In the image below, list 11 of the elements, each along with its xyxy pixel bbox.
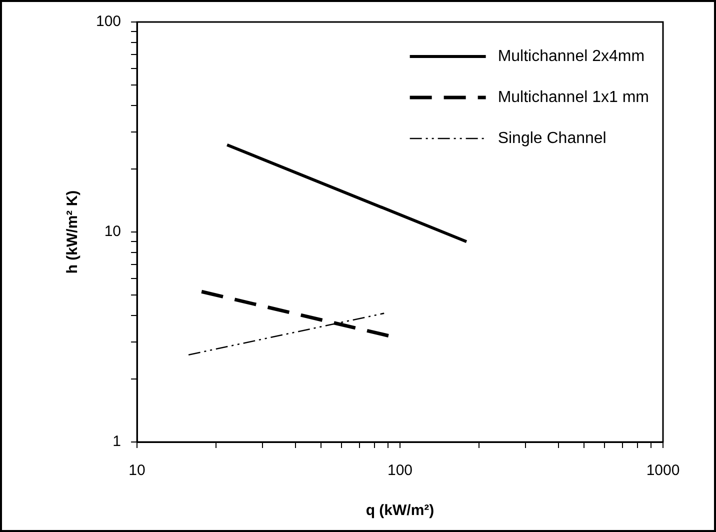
legend-label: Multichannel 2x4mm: [498, 48, 645, 65]
x-tick-label: 1000: [646, 462, 680, 480]
x-axis-title: q (kW/m²): [366, 502, 434, 520]
legend-label: Single Channel: [498, 130, 606, 147]
y-tick-label: 1: [112, 433, 122, 450]
y-tick-label: 100: [96, 13, 122, 30]
x-tick-label: 10: [128, 462, 146, 480]
y-tick-label: 10: [104, 223, 122, 240]
y-axis-title: h (kW/m² K): [64, 190, 82, 274]
legend-label: Multichannel 1x1 mm: [498, 88, 649, 106]
x-tick-label: 100: [388, 462, 413, 480]
